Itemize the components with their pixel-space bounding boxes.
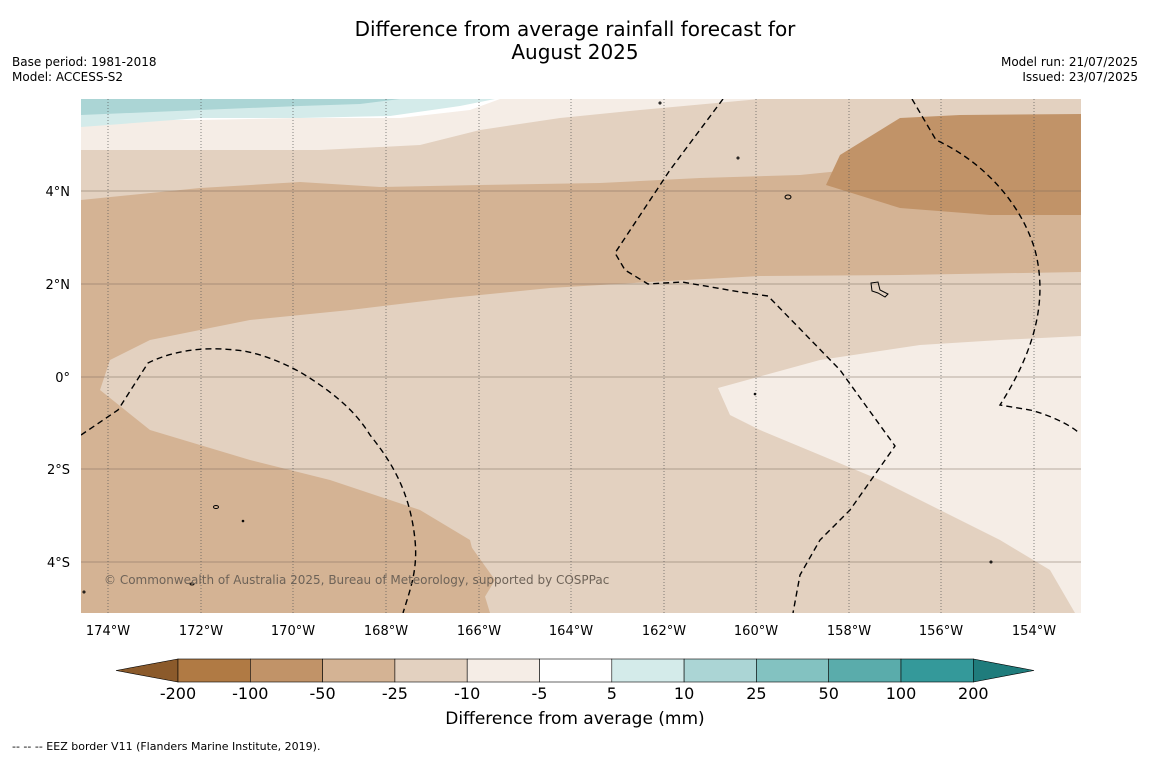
lon-label-172w: 172°W <box>179 624 223 639</box>
colorbar-segment <box>539 658 613 683</box>
colorbar-title: Difference from average (mm) <box>445 709 705 729</box>
colorbar-segment <box>322 658 396 683</box>
colorbar-tick-label: 25 <box>746 684 766 703</box>
colorbar-tick-label: 5 <box>607 684 617 703</box>
meta-left: Base period: 1981-2018 Model: ACCESS-S2 <box>12 55 157 85</box>
eez-borders <box>81 99 1079 613</box>
colorbar-extend-low <box>115 658 179 683</box>
colorbar-tick-label: -10 <box>454 684 480 703</box>
lon-label-166w: 166°W <box>457 624 501 639</box>
lat-label-2s: 2°S <box>47 463 70 478</box>
colorbar-segment <box>394 658 468 683</box>
rainfall-contours: © Commonwealth of Australia 2025, Bureau… <box>81 99 1081 613</box>
colorbar-tick-label: -25 <box>382 684 408 703</box>
lon-label-168w: 168°W <box>364 624 408 639</box>
lon-label-164w: 164°W <box>549 624 593 639</box>
islands <box>82 101 993 594</box>
colorbar-segment <box>611 658 685 683</box>
colorbar-segment <box>683 658 757 683</box>
title-line-2: August 2025 <box>511 40 639 64</box>
meta-right: Model run: 21/07/2025 Issued: 23/07/2025 <box>1001 55 1138 85</box>
contour-fill-neg25-central <box>100 272 1081 613</box>
colorbar-tick-label: -200 <box>160 684 196 703</box>
model-run-text: Model run: 21/07/2025 <box>1000 55 1138 69</box>
latitude-gridlines <box>81 190 1081 563</box>
colorbar-tick-label: 100 <box>886 684 917 703</box>
copyright-text: © Commonwealth of Australia 2025, Bureau… <box>104 573 609 587</box>
colorbar-extend-high <box>972 658 1035 683</box>
lat-label-2n: 2°N <box>46 278 71 293</box>
colorbar-tick-label: -5 <box>532 684 548 703</box>
colorbar-tick-label: 50 <box>819 684 839 703</box>
colorbar-segment <box>177 658 251 683</box>
latitude-labels: 4°N 2°N 0° 2°S 4°S <box>46 185 71 571</box>
lon-label-162w: 162°W <box>642 624 686 639</box>
contour-fill-neg10-southeast <box>718 336 1081 613</box>
lat-label-0: 0° <box>55 371 70 386</box>
eez-footnote: -- -- -- EEZ border V11 (Flanders Marine… <box>12 740 321 753</box>
lon-label-158w: 158°W <box>827 624 871 639</box>
lon-label-174w: 174°W <box>86 624 130 639</box>
colorbar-tick-label: -50 <box>310 684 336 703</box>
lon-label-156w: 156°W <box>919 624 963 639</box>
model-text: Model: ACCESS-S2 <box>12 70 124 84</box>
lon-label-160w: 160°W <box>734 624 778 639</box>
contour-fill-neg100 <box>826 114 1081 215</box>
title-line-1: Difference from average rainfall forecas… <box>354 17 796 41</box>
lon-label-170w: 170°W <box>271 624 315 639</box>
issued-text: Issued: 23/07/2025 <box>1022 70 1138 84</box>
colorbar-segment <box>756 658 830 683</box>
map-title: Difference from average rainfall forecas… <box>0 18 1150 64</box>
base-period-text: Base period: 1981-2018 <box>12 55 157 69</box>
colorbar-segment <box>828 658 902 683</box>
colorbar-segment <box>250 658 323 683</box>
colorbar-tick-label: 10 <box>674 684 694 703</box>
colorbar-segment <box>466 658 540 683</box>
colorbar: -200 -100 -50 -25 -10 -5 5 10 25 50 100 200 <box>115 658 1035 703</box>
lat-label-4s: 4°S <box>47 556 70 571</box>
colorbar-tick-label: 200 <box>958 684 989 703</box>
contour-fill-pos25 <box>81 99 400 115</box>
lat-label-4n: 4°N <box>46 185 71 200</box>
lon-label-154w: 154°W <box>1012 624 1056 639</box>
longitude-labels: 174°W 172°W 170°W 168°W 166°W 164°W 162°… <box>86 624 1056 639</box>
colorbar-segment <box>900 658 974 683</box>
colorbar-tick-label: -100 <box>232 684 268 703</box>
